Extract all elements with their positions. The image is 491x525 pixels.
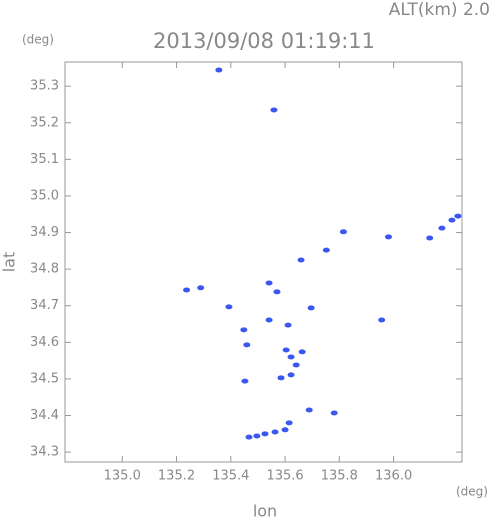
- y-tick-label: 34.5: [30, 371, 59, 386]
- echo-point: [305, 407, 313, 413]
- echo-point: [243, 342, 251, 348]
- echo-point: [448, 217, 456, 223]
- echo-point: [240, 327, 248, 333]
- y-tick-label: 34.7: [30, 298, 59, 313]
- y-tick-label: 34.8: [30, 262, 59, 277]
- y-tick-label: 34.6: [30, 335, 59, 350]
- echo-point: [298, 349, 306, 355]
- x-tick-label: 136.0: [375, 469, 412, 484]
- echo-point: [322, 247, 330, 253]
- x-axis-label: lon: [253, 502, 277, 521]
- x-tick-label: 135.6: [266, 469, 303, 484]
- y-tick-label: 35.2: [30, 115, 59, 130]
- echo-point: [265, 317, 273, 323]
- echo-point: [281, 427, 289, 433]
- echo-point: [197, 285, 205, 291]
- echo-point: [245, 434, 253, 440]
- y-tick-label: 35.3: [30, 79, 59, 94]
- x-tick-label: 135.2: [158, 469, 195, 484]
- echo-point: [384, 234, 392, 240]
- y-tick-label: 35.1: [30, 152, 59, 167]
- echo-point: [261, 431, 269, 437]
- y-unit: (deg): [22, 33, 54, 47]
- plot-frame: [64, 61, 463, 463]
- echo-point: [292, 362, 300, 368]
- echo-point: [253, 433, 261, 439]
- echo-point: [297, 257, 305, 263]
- echo-point: [270, 107, 278, 113]
- y-tick-label: 34.4: [30, 408, 59, 423]
- x-tick-label: 135.8: [321, 469, 358, 484]
- echo-point: [225, 304, 233, 310]
- echo-point: [287, 372, 295, 378]
- echo-point: [183, 287, 191, 293]
- echo-point: [215, 67, 223, 73]
- echo-point: [307, 305, 315, 311]
- y-tick-label: 34.9: [30, 225, 59, 240]
- echo-point: [330, 410, 338, 416]
- echo-point: [454, 213, 462, 219]
- echo-point: [277, 375, 285, 381]
- echo-point: [285, 420, 293, 426]
- chart-subtitle: ALT(km) 2.0: [389, 0, 490, 20]
- echo-point: [265, 280, 273, 286]
- echo-point: [287, 354, 295, 360]
- echo-point: [284, 322, 292, 328]
- echo-point: [438, 225, 446, 231]
- x-unit: (deg): [456, 485, 488, 499]
- y-tick-label: 34.3: [30, 445, 59, 460]
- echo-point: [271, 429, 279, 435]
- x-tick-label: 135.4: [212, 469, 249, 484]
- echo-point: [339, 229, 347, 235]
- echo-point: [282, 347, 290, 353]
- chart-title: 2013/09/08 01:19:11: [153, 29, 375, 53]
- echo-point: [426, 235, 434, 241]
- x-tick-label: 135.0: [104, 469, 141, 484]
- echo-point: [241, 378, 249, 384]
- echo-point: [378, 317, 386, 323]
- y-axis-label: lat: [0, 252, 19, 273]
- echo-point: [273, 289, 281, 295]
- y-tick-label: 35.0: [30, 188, 59, 203]
